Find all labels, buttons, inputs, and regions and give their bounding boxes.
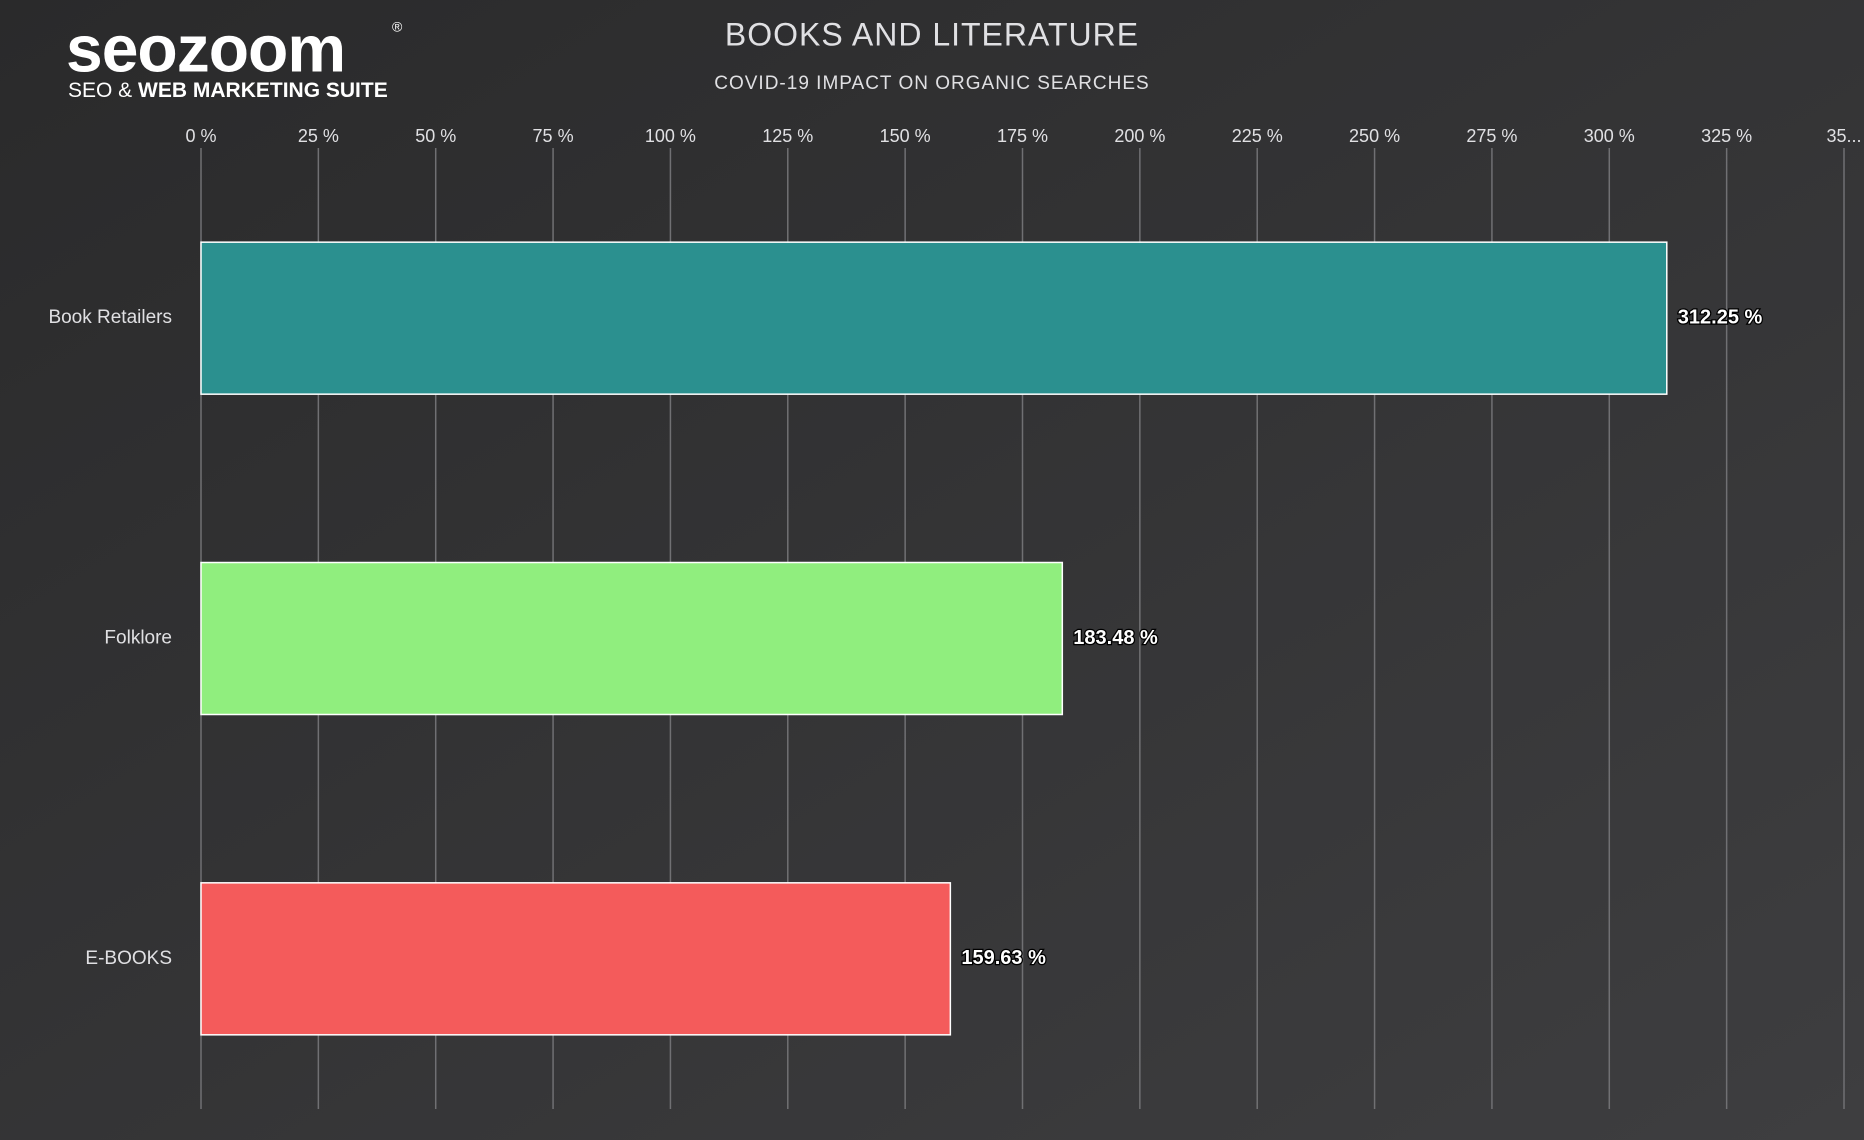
x-tick-label: 250 % xyxy=(1349,126,1400,146)
x-tick-label: 175 % xyxy=(997,126,1048,146)
bar xyxy=(200,561,1064,716)
logo-name: seozoom xyxy=(66,11,345,85)
x-tick-label: 225 % xyxy=(1232,126,1283,146)
bar xyxy=(200,241,1668,395)
x-tick-label: 325 % xyxy=(1701,126,1752,146)
y-tick-label: E-BOOKS xyxy=(85,948,172,969)
x-tick-label: 50 % xyxy=(415,126,456,146)
x-tick-label: 125 % xyxy=(762,126,813,146)
x-tick-label: 150 % xyxy=(880,126,931,146)
data-label: 183.48 % xyxy=(1073,627,1158,649)
y-tick-label: Book Retailers xyxy=(48,307,172,328)
bar xyxy=(200,882,952,1036)
x-tick-label: 35... xyxy=(1826,126,1861,146)
x-tick-label: 200 % xyxy=(1114,126,1165,146)
x-tick-label: 25 % xyxy=(298,126,339,146)
data-label: 312.25 % xyxy=(1678,306,1763,328)
logo-tagline-bold: WEB MARKETING SUITE xyxy=(138,79,388,102)
logo-mark: ® xyxy=(392,19,403,35)
chart-title: BOOKS AND LITERATURE xyxy=(725,16,1139,52)
x-tick-label: 100 % xyxy=(645,126,696,146)
logo-tagline: SEO & WEB MARKETING SUITE xyxy=(68,79,388,102)
x-tick-label: 0 % xyxy=(185,126,216,146)
x-tick-label: 300 % xyxy=(1584,126,1635,146)
chart-subtitle: COVID-19 IMPACT ON ORGANIC SEARCHES xyxy=(714,73,1149,94)
x-tick-label: 275 % xyxy=(1466,126,1517,146)
x-tick-label: 75 % xyxy=(533,126,574,146)
logo-tagline-plain: SEO & xyxy=(68,79,132,102)
y-tick-label: Folklore xyxy=(104,628,172,649)
data-label: 159.63 % xyxy=(961,947,1046,969)
